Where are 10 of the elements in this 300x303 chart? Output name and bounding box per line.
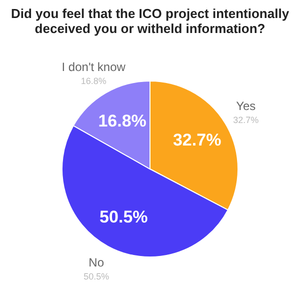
data-label: 32.7% <box>172 130 222 150</box>
data-label: 16.8% <box>98 111 146 130</box>
slice-label: Yes <box>236 99 256 114</box>
text: 50.5% <box>84 271 110 282</box>
text: 16.8% <box>80 76 106 86</box>
data-label: 50.5% <box>100 207 148 226</box>
slice-label: No <box>88 255 104 270</box>
chart-title: Did you feel that the ICO project intentionally deceived you or witheld information? <box>10 6 290 36</box>
slice-label: I don't know <box>62 60 126 74</box>
text: 32.7% <box>233 115 259 126</box>
